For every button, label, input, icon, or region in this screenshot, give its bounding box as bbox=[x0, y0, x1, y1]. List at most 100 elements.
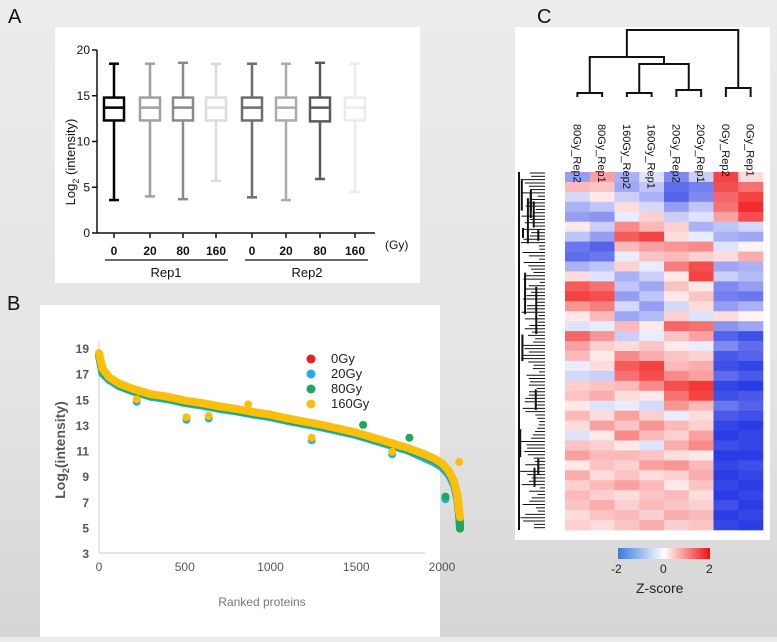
heatmap-cell bbox=[614, 470, 640, 481]
heatmap-cell bbox=[688, 460, 714, 471]
heatmap-cell bbox=[589, 360, 615, 372]
heatmap-cell bbox=[639, 191, 665, 203]
heatmap-cell bbox=[639, 510, 665, 521]
heatmap-cell bbox=[738, 271, 764, 282]
heatmap-cell bbox=[713, 510, 739, 521]
panel-a-boxplot: 0 5 10 15 20 0 20 80 160 0 20 80 160 Log2 (intensity… bbox=[55, 27, 420, 283]
heatmap-cell bbox=[664, 261, 690, 272]
heatmap-cell bbox=[565, 181, 591, 193]
heatmap-cell bbox=[639, 261, 665, 272]
box-rep1-160gy bbox=[204, 62, 228, 183]
heatmap-cell bbox=[639, 291, 665, 302]
heatmap-cell bbox=[639, 221, 665, 232]
data-point-160Gy bbox=[163, 392, 172, 401]
outlier-point-160Gy bbox=[388, 447, 397, 456]
heatmap-cell bbox=[664, 490, 690, 501]
heatmap-cell bbox=[565, 281, 591, 292]
outlier-point-80Gy bbox=[441, 492, 450, 501]
outlier-point-80Gy bbox=[359, 420, 368, 429]
data-point-160Gy bbox=[215, 402, 224, 411]
heatmap-cell bbox=[589, 510, 615, 521]
heatmap-cell bbox=[614, 480, 640, 491]
y-tick-label: 3 bbox=[82, 547, 89, 561]
heatmap-cell bbox=[565, 241, 591, 252]
heatmap-cell bbox=[565, 420, 591, 431]
heatmap-cell bbox=[713, 470, 739, 481]
heatmap-cell bbox=[614, 251, 640, 262]
data-point-160Gy bbox=[300, 417, 309, 426]
dendro-branch bbox=[638, 63, 690, 93]
data-point-160Gy bbox=[456, 513, 465, 522]
series-160Gy bbox=[95, 349, 465, 522]
heatmap-cell bbox=[664, 510, 690, 521]
heatmap-cell bbox=[688, 410, 714, 421]
data-point-160Gy bbox=[317, 420, 326, 429]
column-dendrogram bbox=[576, 29, 752, 97]
data-point-160Gy bbox=[369, 433, 378, 442]
heatmap-cell bbox=[688, 181, 714, 193]
heatmap-cell bbox=[565, 430, 591, 441]
heatmap-cell bbox=[614, 301, 640, 312]
heatmap-cell bbox=[614, 191, 640, 203]
heatmap-cell bbox=[565, 490, 591, 501]
heatmap-cell bbox=[738, 181, 764, 193]
heatmap-cell bbox=[664, 360, 690, 372]
x-tick-label: 20 bbox=[279, 244, 293, 258]
legend-item-160Gy: 160Gy bbox=[306, 396, 370, 411]
heatmap-cell bbox=[713, 341, 739, 352]
heatmap-cell bbox=[713, 410, 739, 421]
heatmap-cell bbox=[713, 390, 739, 402]
x-tick-label: 160 bbox=[206, 244, 226, 258]
y-axis-label: Log2(intensity) bbox=[52, 401, 71, 499]
heatmap-cell bbox=[738, 291, 764, 302]
heatmap-cell bbox=[614, 321, 640, 332]
x-tick-label: 1000 bbox=[257, 560, 284, 574]
heatmap-cell bbox=[713, 191, 739, 203]
heatmap-cell bbox=[589, 470, 615, 481]
y-tick-label: 15 bbox=[76, 393, 90, 407]
x-tick-label: 0 bbox=[96, 560, 103, 574]
colorbar-label: Z-score bbox=[636, 580, 684, 596]
heatmap-cell bbox=[664, 241, 690, 252]
data-point-160Gy bbox=[420, 450, 429, 459]
x-tick-label: 0 bbox=[111, 244, 118, 258]
heatmap-cell bbox=[738, 430, 764, 441]
heatmap-cell bbox=[688, 251, 714, 262]
heatmap-cell bbox=[565, 410, 591, 421]
y-tick-label: 9 bbox=[82, 470, 89, 484]
heatmap-cell bbox=[565, 460, 591, 471]
heatmap-cell bbox=[688, 470, 714, 481]
heatmap-cell bbox=[713, 301, 739, 312]
heatmap-cell bbox=[713, 360, 739, 372]
heatmap-cell bbox=[664, 380, 690, 392]
heatmap-cell bbox=[688, 341, 714, 352]
data-point-160Gy bbox=[232, 404, 241, 413]
legend-marker bbox=[306, 384, 316, 394]
y-tick-label: 5 bbox=[82, 521, 89, 535]
panel-c-heatmap: 80Gy_Rep2 80Gy_Rep1 160Gy_Rep2 160Gy_Rep1 20… bbox=[515, 27, 770, 540]
series-band-0Gy bbox=[95, 350, 465, 529]
heatmap-cell bbox=[639, 520, 665, 531]
dendro-branch bbox=[576, 92, 604, 97]
heatmap-cell bbox=[713, 460, 739, 471]
y-tick-label: 20 bbox=[77, 43, 91, 57]
heatmap-cell bbox=[738, 201, 764, 213]
box-iqr bbox=[343, 96, 367, 122]
heatmap-cell bbox=[589, 331, 615, 342]
column-label-80Gy_Rep2: 80Gy_Rep2 bbox=[570, 124, 583, 183]
dendro-branch bbox=[625, 29, 740, 88]
heatmap-cell bbox=[688, 331, 714, 342]
panel-c-letter: C bbox=[537, 6, 552, 28]
panel-b-letter: B bbox=[7, 293, 21, 315]
group-label-rep2: Rep2 bbox=[291, 265, 322, 280]
heatmap-cell bbox=[664, 191, 690, 203]
heatmap-cell bbox=[589, 420, 615, 431]
heatmap-cell bbox=[713, 211, 739, 223]
heatmap-cell bbox=[589, 410, 615, 421]
heatmap-cell bbox=[565, 370, 591, 382]
heatmap-cell bbox=[589, 430, 615, 441]
heatmap-cell bbox=[738, 440, 764, 451]
heatmap-cell bbox=[738, 221, 764, 232]
y-tick-label: 19 bbox=[76, 342, 90, 356]
heatmap-cell bbox=[589, 271, 615, 282]
